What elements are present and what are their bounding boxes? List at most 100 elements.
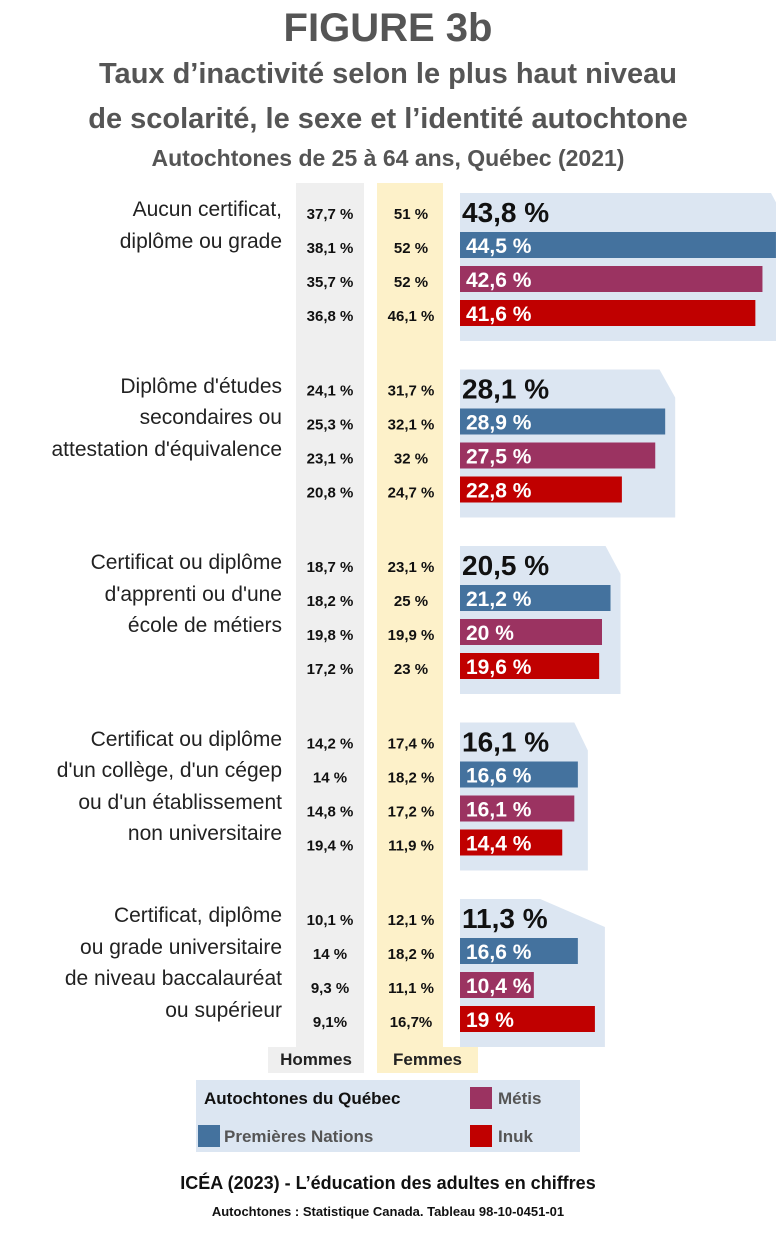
femmes-value: 23,1 %	[388, 559, 435, 576]
hommes-value: 9,3 %	[311, 980, 349, 997]
figure-subtitle-line2: de scolarité, le sexe et l’identité auto…	[88, 103, 688, 135]
category-label-line: d'apprenti ou d'une	[104, 582, 282, 606]
femmes-value: 11,9 %	[388, 838, 434, 855]
femmes-value: 11,1 %	[388, 980, 434, 997]
legend-label-metis: Métis	[498, 1089, 542, 1108]
bar-metis	[460, 266, 763, 292]
femmes-value: 17,4 %	[388, 736, 435, 753]
bar-metis	[460, 972, 534, 998]
hommes-column-band	[296, 183, 364, 1048]
legend: Autochtones du Québec Métis Premières Na…	[196, 1080, 580, 1152]
femmes-value: 18,2 %	[388, 946, 435, 963]
hommes-value: 19,8 %	[307, 627, 354, 644]
category-label-line: Aucun certificat,	[132, 198, 282, 221]
bar-inuk	[460, 829, 563, 856]
figure-title: FIGURE 3b	[283, 6, 493, 50]
femmes-value: 23 %	[394, 661, 428, 678]
legend-swatch-metis	[470, 1087, 492, 1109]
bar-premieres-nations	[460, 938, 578, 964]
hommes-column-label: Hommes	[268, 1047, 364, 1073]
source-line2: Autochtones : Statistique Canada. Tablea…	[211, 1204, 565, 1219]
category-label-line: d'un collège, d'un cégep	[56, 759, 282, 782]
category-label: Diplôme d'études secondaires ou attestatio…	[0, 371, 282, 466]
bar-premieres-nations	[460, 761, 578, 788]
bar-inuk	[460, 653, 600, 679]
category-label-line: école de métiers	[127, 614, 282, 637]
bar-inuk	[460, 1006, 595, 1032]
hommes-value: 38,1 %	[307, 240, 354, 257]
femmes-value: 51 %	[394, 206, 428, 223]
bar-value-label: 22,8 %	[466, 480, 532, 503]
femmes-value: 52 %	[394, 240, 428, 257]
category-label-line: attestation d'équivalence	[51, 437, 282, 461]
bar-premieres-nations	[460, 232, 776, 258]
femmes-column-band	[377, 183, 443, 1048]
legend-swatch-inuk	[470, 1125, 492, 1147]
category-label-line: non universitaire	[127, 822, 282, 845]
bar-value-label: 41,6 %	[466, 303, 532, 326]
category-label-line: ou d'un établissement	[78, 790, 282, 814]
total-value-label: 20,5 %	[462, 550, 549, 581]
hommes-value: 35,7 %	[307, 274, 354, 291]
hommes-value: 18,2 %	[307, 593, 354, 610]
category-label-line: ou supérieur	[165, 998, 282, 1022]
category-label-line: diplôme ou grade	[119, 229, 282, 253]
legend-label-premieres-nations: Premières Nations	[224, 1127, 374, 1146]
femmes-value: 46,1 %	[388, 308, 435, 325]
category-label-line: secondaires ou	[139, 406, 282, 429]
bar-value-label: 19,6 %	[466, 656, 532, 679]
femmes-value: 24,7 %	[388, 485, 435, 502]
hommes-value: 25,3 %	[307, 417, 354, 434]
hommes-value: 14 %	[313, 770, 347, 787]
femmes-value: 31,7 %	[388, 383, 435, 400]
bar-value-label: 44,5 %	[466, 235, 532, 258]
hommes-value: 14,2 %	[307, 736, 354, 753]
category-label-line: de niveau baccalauréat	[64, 967, 282, 990]
femmes-value: 12,1 %	[388, 912, 435, 929]
bar-value-label: 16,6 %	[466, 765, 532, 788]
hommes-value: 36,8 %	[307, 308, 354, 325]
hommes-value: 23,1 %	[307, 451, 354, 468]
bar-value-label: 27,5 %	[466, 446, 532, 469]
legend-label-autochtones: Autochtones du Québec	[204, 1089, 401, 1108]
hommes-value: 10,1 %	[307, 912, 354, 929]
bar-premieres-nations	[460, 585, 611, 611]
bar-inuk	[460, 300, 756, 326]
category-label: Certificat, diplôme ou grade universitair…	[0, 900, 282, 1026]
category-label: Certificat ou diplôme d'un collège, d'un …	[0, 724, 282, 850]
category-label-line: Certificat ou diplôme	[90, 551, 282, 574]
total-value-label: 16,1 %	[462, 727, 549, 758]
femmes-value: 16,7%	[390, 1014, 433, 1031]
femmes-value: 17,2 %	[388, 804, 435, 821]
total-value-label: 28,1 %	[462, 374, 549, 405]
bar-value-label: 10,4 %	[466, 975, 532, 998]
total-value-label: 43,8 %	[462, 197, 549, 228]
hommes-value: 14,8 %	[307, 804, 354, 821]
femmes-value: 19,9 %	[388, 627, 435, 644]
hommes-value: 19,4 %	[307, 838, 354, 855]
femmes-column-label: Femmes	[377, 1047, 478, 1073]
total-value-label: 11,3 %	[462, 903, 548, 934]
bar-value-label: 21,2 %	[466, 588, 532, 611]
bar-value-label: 16,1 %	[466, 799, 532, 822]
femmes-value: 52 %	[394, 274, 428, 291]
hommes-value: 18,7 %	[307, 559, 354, 576]
category-label-line: ou grade universitaire	[80, 935, 282, 959]
legend-swatch-premieres-nations	[198, 1125, 220, 1147]
bar-value-label: 28,9 %	[466, 412, 532, 435]
figure-subtitle-line1: Taux d’inactivité selon le plus haut niv…	[99, 58, 677, 90]
category-label-line: Diplôme d'études	[120, 374, 282, 398]
bar-metis	[460, 442, 656, 469]
bar-premieres-nations	[460, 408, 666, 435]
source-line1: ICÉA (2023) - L’éducation des adultes en…	[180, 1173, 596, 1193]
bar-value-label: 16,6 %	[466, 941, 532, 964]
figure-subtitle-line3: Autochtones de 25 à 64 ans, Québec (2021…	[151, 145, 625, 171]
hommes-value: 20,8 %	[307, 485, 354, 502]
hommes-value: 24,1 %	[307, 383, 354, 400]
hommes-value: 17,2 %	[307, 661, 354, 678]
femmes-value: 25 %	[394, 593, 428, 610]
femmes-value: 32,1 %	[388, 417, 435, 434]
bar-value-label: 20 %	[466, 622, 514, 645]
hommes-value: 9,1%	[313, 1014, 347, 1031]
